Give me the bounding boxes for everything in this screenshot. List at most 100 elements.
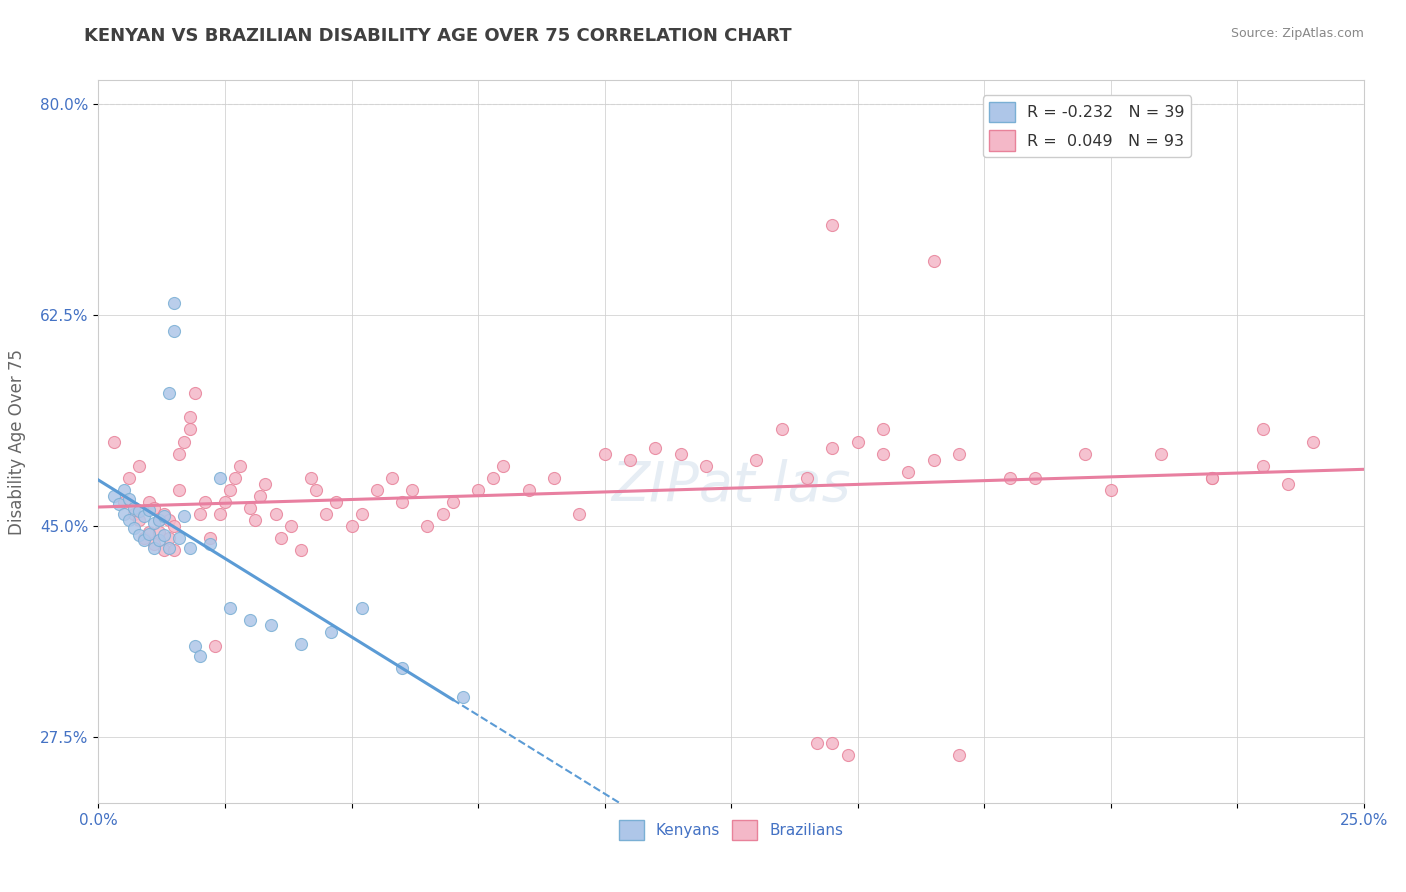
Point <box>169 483 191 497</box>
Point <box>138 524 160 539</box>
Point <box>163 542 186 557</box>
Point <box>441 494 464 508</box>
Point <box>254 476 277 491</box>
Point <box>157 531 180 545</box>
Point <box>153 509 176 524</box>
Point <box>122 521 145 535</box>
Point <box>846 434 869 449</box>
Point <box>128 528 150 542</box>
Point <box>619 452 641 467</box>
Point <box>568 507 591 521</box>
Point <box>148 533 170 548</box>
Point <box>872 422 894 436</box>
Point <box>188 648 211 663</box>
Point <box>122 507 145 521</box>
Point <box>118 513 141 527</box>
Point <box>229 458 252 473</box>
Point <box>998 470 1021 484</box>
Point <box>451 690 474 704</box>
Point <box>204 639 226 653</box>
Point <box>259 617 281 632</box>
Point <box>153 507 176 521</box>
Point <box>239 500 262 515</box>
Point <box>922 253 945 268</box>
Point <box>163 296 186 310</box>
Point <box>432 507 454 521</box>
Point <box>401 483 423 497</box>
Text: ZIPat las: ZIPat las <box>612 458 851 511</box>
Point <box>143 537 166 551</box>
Point <box>122 500 145 515</box>
Point <box>745 452 768 467</box>
Point <box>132 533 155 548</box>
Point <box>128 458 150 473</box>
Point <box>219 483 242 497</box>
Point <box>1099 483 1122 497</box>
Point <box>198 537 221 551</box>
Point <box>188 507 211 521</box>
Point <box>325 494 347 508</box>
Y-axis label: Disability Age Over 75: Disability Age Over 75 <box>8 349 27 534</box>
Point <box>948 747 970 762</box>
Point <box>821 218 844 232</box>
Point <box>366 483 388 497</box>
Point <box>148 524 170 539</box>
Point <box>153 528 176 542</box>
Point <box>132 531 155 545</box>
Point <box>245 513 267 527</box>
Point <box>482 470 505 484</box>
Point <box>173 509 195 524</box>
Point <box>128 504 150 518</box>
Legend: Kenyans, Brazilians: Kenyans, Brazilians <box>613 814 849 846</box>
Point <box>1201 470 1223 484</box>
Point <box>143 516 166 531</box>
Point <box>249 489 271 503</box>
Point <box>1277 476 1299 491</box>
Point <box>1150 446 1173 460</box>
Point <box>669 446 692 460</box>
Point <box>315 507 337 521</box>
Point <box>806 735 828 749</box>
Point <box>157 541 180 555</box>
Point <box>112 483 135 497</box>
Point <box>208 470 231 484</box>
Point <box>208 507 231 521</box>
Point <box>118 470 141 484</box>
Point <box>118 492 141 507</box>
Point <box>543 470 565 484</box>
Point <box>153 542 176 557</box>
Point <box>103 434 125 449</box>
Point <box>922 452 945 467</box>
Point <box>169 446 191 460</box>
Point <box>183 386 205 401</box>
Point <box>224 470 246 484</box>
Point <box>1024 470 1046 484</box>
Point <box>198 531 221 545</box>
Point <box>1251 422 1274 436</box>
Point <box>103 489 125 503</box>
Point <box>821 735 844 749</box>
Point <box>492 458 515 473</box>
Point <box>128 513 150 527</box>
Point <box>138 527 160 541</box>
Point <box>194 494 217 508</box>
Point <box>112 494 135 508</box>
Point <box>157 513 180 527</box>
Point <box>179 422 201 436</box>
Point <box>214 494 236 508</box>
Point <box>391 494 413 508</box>
Point <box>280 518 302 533</box>
Point <box>644 441 666 455</box>
Point <box>143 500 166 515</box>
Point <box>169 531 191 545</box>
Point <box>796 470 818 484</box>
Point <box>1201 470 1223 484</box>
Point <box>138 503 160 517</box>
Point <box>143 541 166 555</box>
Point <box>219 600 242 615</box>
Point <box>517 483 540 497</box>
Point <box>299 470 322 484</box>
Point <box>837 747 859 762</box>
Point <box>157 386 180 401</box>
Point <box>305 483 328 497</box>
